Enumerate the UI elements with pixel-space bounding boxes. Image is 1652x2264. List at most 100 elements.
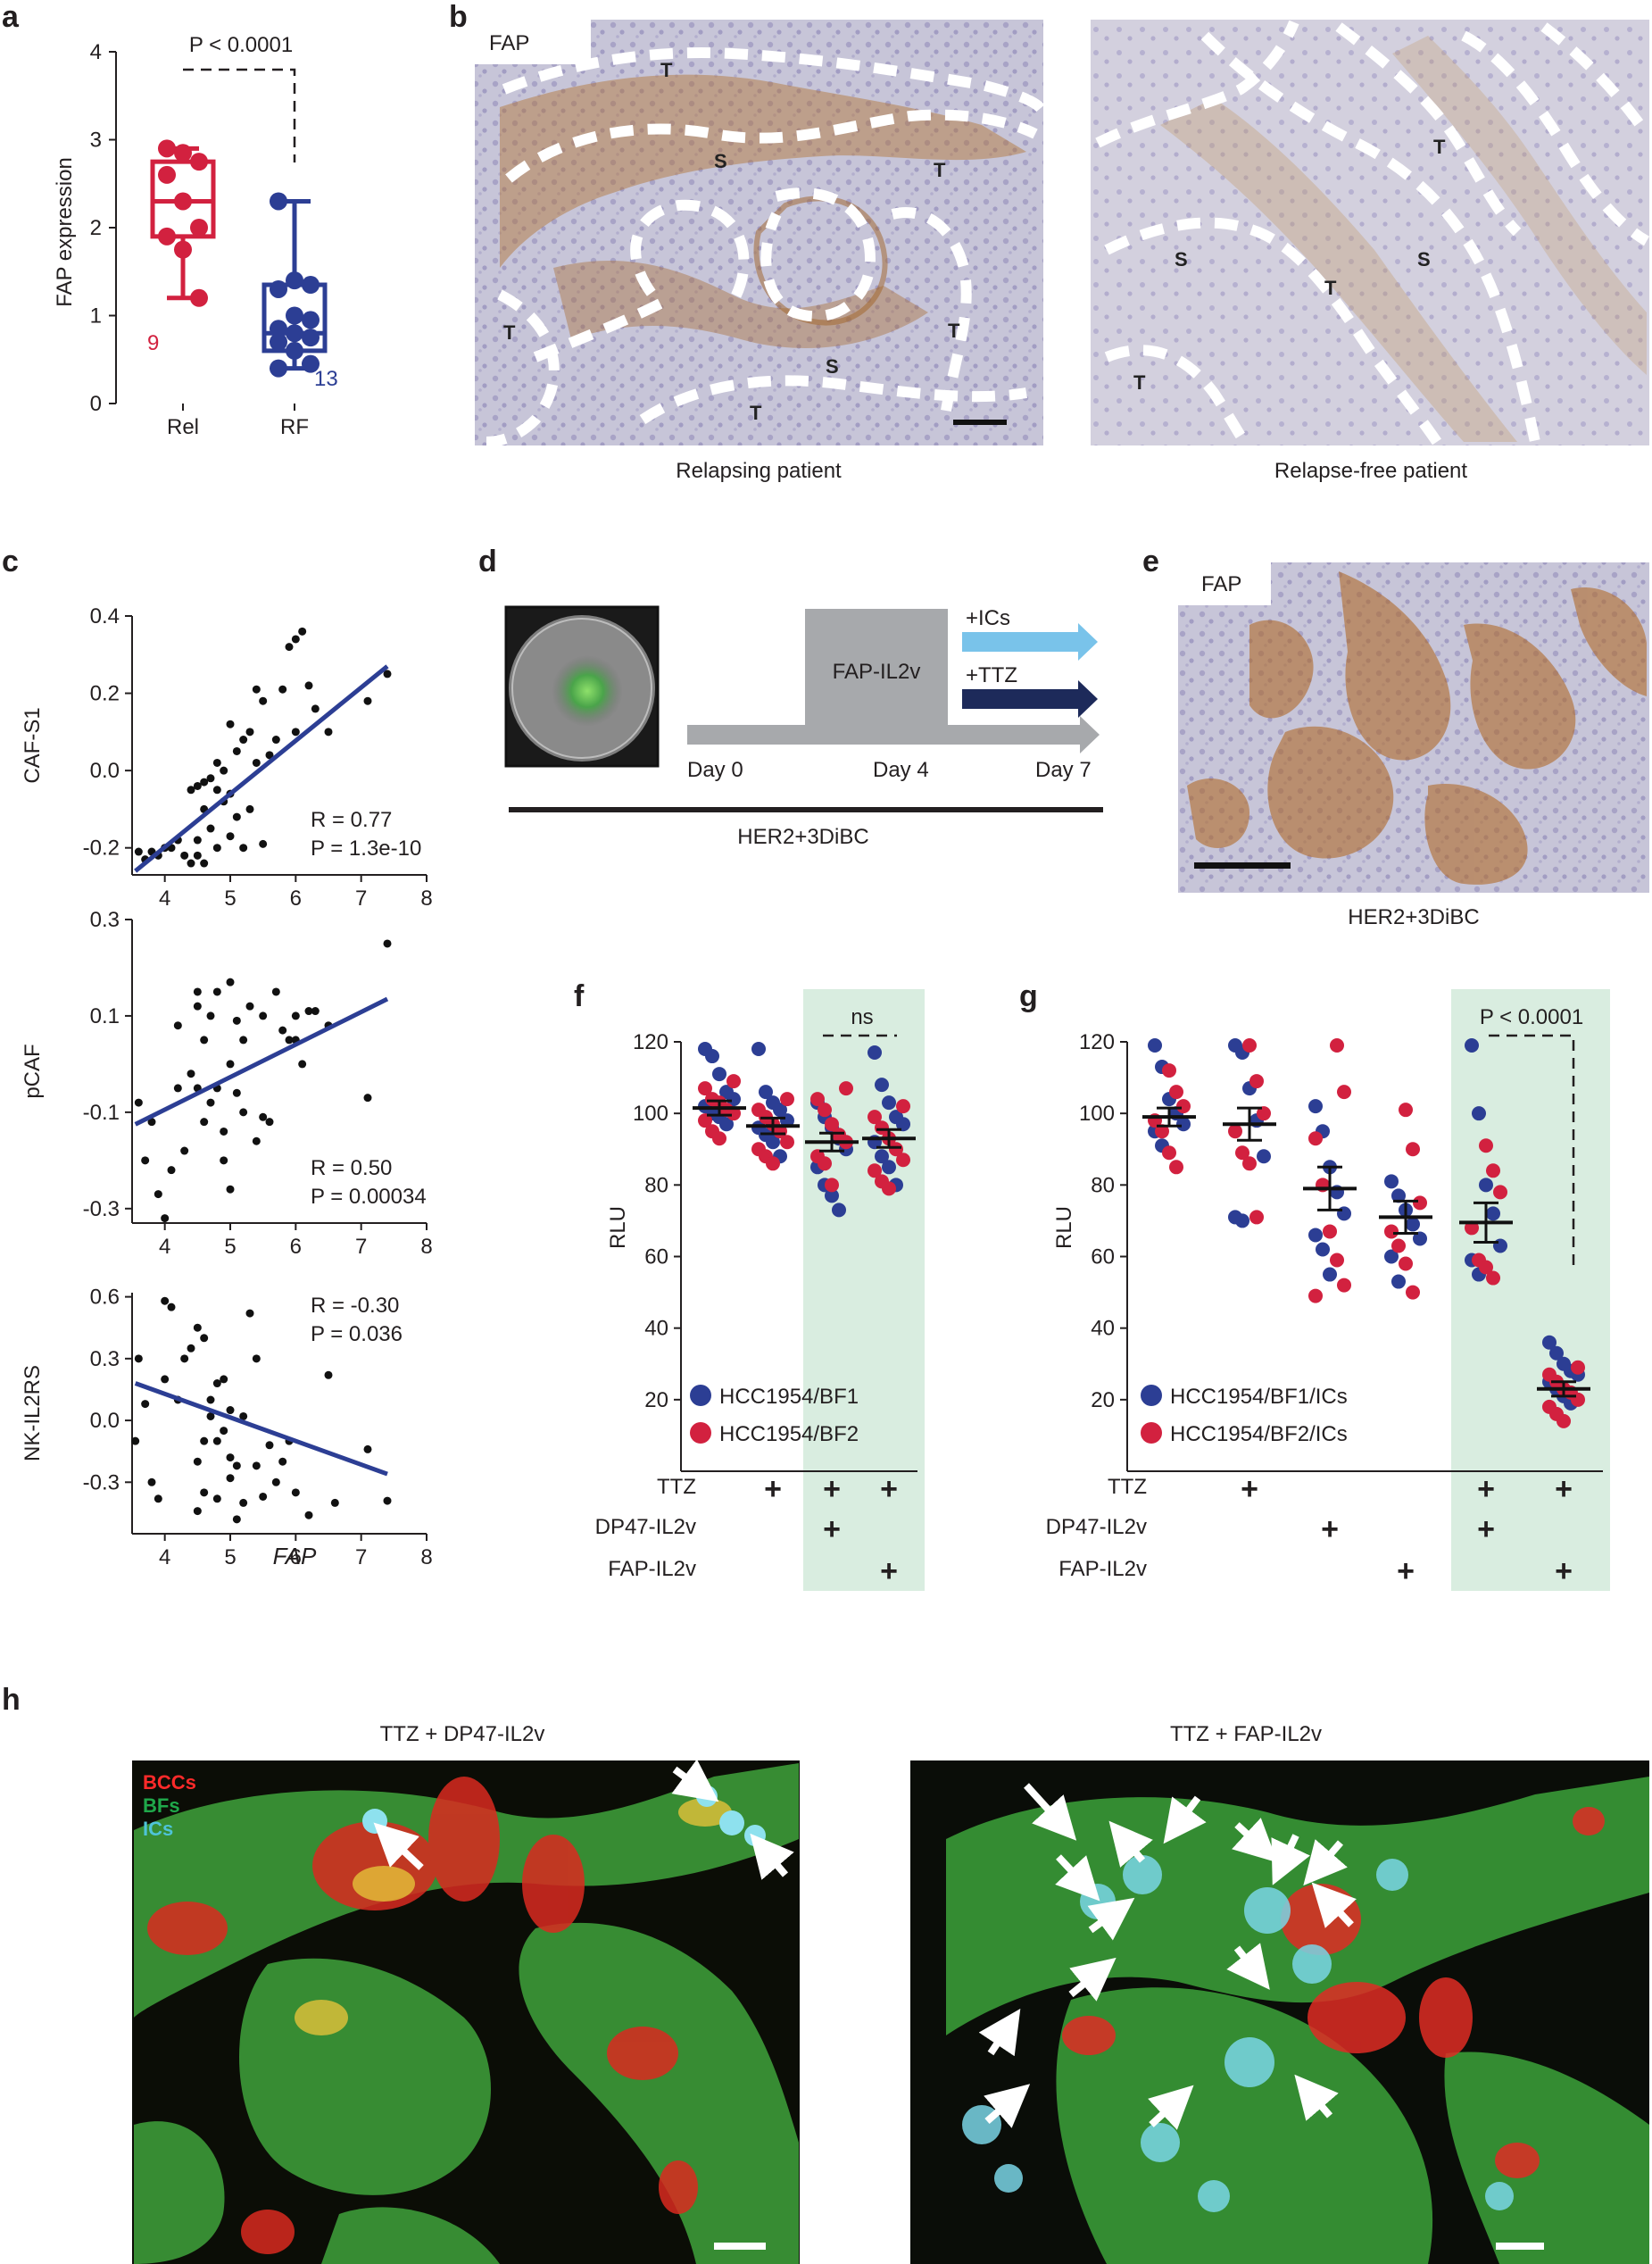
data-point [174, 240, 192, 259]
data-point [1493, 1238, 1507, 1253]
data-point [302, 311, 320, 329]
ttz-arrow [962, 689, 1078, 709]
data-point [726, 1074, 741, 1089]
panel-f-points [693, 1042, 916, 1218]
data-point [206, 1098, 215, 1107]
y-tick-label: 0.2 [90, 682, 120, 706]
data-point [190, 153, 208, 171]
ttz-label: +TTZ [966, 663, 1017, 687]
plus-mark: + [1241, 1472, 1258, 1506]
panel-label-h: h [2, 1683, 21, 1717]
data-point [286, 324, 303, 343]
data-point [766, 1156, 780, 1171]
panel-g-ylabel: RLU [1052, 1206, 1076, 1249]
data-point [147, 1477, 156, 1486]
data-point [1391, 1238, 1406, 1253]
data-point [751, 1042, 766, 1057]
panel-c: c -0.2 0.0 0.2 0.4 4 5 6 7 8 CAF-S1 R = 0.77 P = 1.… [2, 545, 433, 1569]
data-point [158, 165, 176, 184]
data-point [286, 341, 303, 360]
data-point [232, 1016, 241, 1025]
data-point [206, 1411, 215, 1420]
data-point [302, 276, 320, 295]
spheroid-image [504, 605, 660, 768]
data-point [158, 227, 176, 246]
data-point [383, 1496, 392, 1505]
data-point [1465, 1038, 1479, 1053]
y-tick-label: 0.3 [90, 908, 120, 932]
data-point [259, 1011, 268, 1020]
data-point [226, 1406, 235, 1415]
data-point [131, 1436, 140, 1445]
data-point [200, 1436, 209, 1445]
data-point [190, 288, 208, 307]
x-tick-label: 4 [159, 1545, 170, 1569]
x-tick-label: 8 [420, 1545, 432, 1569]
data-point [232, 1461, 241, 1470]
data-point [1391, 1188, 1406, 1203]
plus-mark: + [880, 1472, 898, 1506]
data-point [190, 219, 208, 237]
panel-a-yticks: 0 1 2 3 4 [90, 40, 116, 416]
treatment-label: DP47-IL2v [595, 1515, 696, 1539]
region-label: T [1433, 136, 1446, 158]
data-point [363, 1094, 372, 1103]
data-point [810, 1092, 825, 1107]
x-tick-label: 6 [290, 886, 302, 911]
timeline-arrowhead [1080, 716, 1100, 753]
panel-a-ylabel: FAP expression [53, 157, 77, 307]
ics-arrowhead [1078, 623, 1098, 661]
data-point [1571, 1360, 1585, 1375]
stat-p: P = 0.00034 [311, 1185, 427, 1209]
data-point [1479, 1178, 1493, 1193]
scale-bar [1496, 2243, 1544, 2250]
data-point [239, 1498, 248, 1507]
fluorescence-image-dp47 [132, 1759, 800, 2264]
panel-f-legend: HCC1954/BF1 HCC1954/BF2 [690, 1385, 859, 1446]
panel-g-points [1142, 1038, 1590, 1428]
ihc-image-relapsing: FAP T S T T T S T [475, 20, 1048, 447]
y-tick-label: 60 [1091, 1245, 1115, 1269]
x-tick-label: 4 [159, 886, 170, 911]
data-point [134, 1098, 143, 1107]
data-point [220, 1427, 228, 1436]
y-tick-label: -0.1 [83, 1101, 120, 1125]
panel-c-xlabel: FAP [273, 1543, 317, 1569]
stat-r: R = 0.77 [311, 808, 392, 832]
y-tick-label: -0.2 [83, 837, 120, 861]
panel-a-bracket [183, 68, 296, 162]
y-tick-label: 0.4 [90, 604, 120, 628]
data-point [1176, 1099, 1191, 1114]
data-point [1493, 1185, 1507, 1200]
data-point [291, 1011, 300, 1020]
data-point [1465, 1220, 1479, 1236]
data-point [285, 1036, 294, 1045]
data-point [187, 1344, 195, 1353]
panel-g-bracket [1489, 1034, 1575, 1268]
panel-f-ns: ns [851, 1005, 873, 1029]
data-point [291, 635, 300, 644]
region-label: T [934, 159, 946, 181]
data-point [212, 844, 221, 853]
data-point [220, 1127, 228, 1136]
data-point [759, 1085, 773, 1100]
data-point [1169, 1085, 1183, 1100]
data-point [825, 1117, 839, 1132]
data-point [1413, 1195, 1427, 1211]
data-point [1242, 1156, 1257, 1171]
data-point [1169, 1160, 1183, 1175]
regression-line [134, 1381, 388, 1477]
data-point [304, 1007, 313, 1016]
data-point [1486, 1163, 1500, 1178]
panel-e: e FAP HER2+3DiBC [1142, 545, 1649, 929]
y-tick-label: 120 [1079, 1030, 1115, 1054]
data-point [1486, 1206, 1500, 1221]
model-label: HER2+3DiBC [737, 825, 868, 849]
legend-ics: ICs [143, 1818, 173, 1840]
data-point [252, 758, 261, 767]
data-point [1337, 1085, 1351, 1100]
data-point [154, 1494, 162, 1503]
data-point [726, 1106, 741, 1121]
treatment-label: DP47-IL2v [1046, 1515, 1147, 1539]
data-point [302, 354, 320, 373]
